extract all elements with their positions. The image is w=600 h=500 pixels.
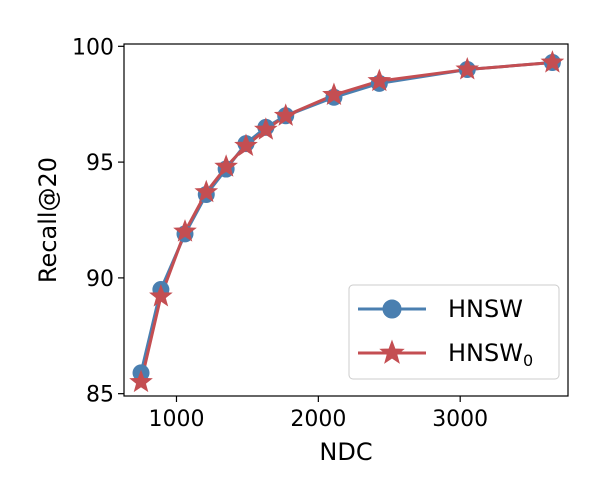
series-line-1	[139, 61, 553, 383]
y-axis-ticks: 85 90 95 100	[72, 35, 124, 408]
series-lines	[139, 61, 553, 383]
legend-label-hnsw: HNSW	[448, 295, 523, 323]
data-point-star	[540, 50, 565, 73]
series-markers	[129, 50, 565, 393]
y-tick-label: 100	[72, 35, 114, 60]
legend: HNSW HNSW0	[348, 284, 560, 380]
data-point-star	[254, 117, 278, 140]
legend-marker-hnsw0	[379, 339, 405, 364]
data-point-star	[234, 133, 258, 156]
data-point-star	[149, 283, 173, 307]
data-point-star	[367, 68, 392, 92]
x-axis-ticks: 1000 2000 3000	[148, 396, 488, 432]
data-point-star	[214, 154, 238, 177]
data-point-star	[322, 82, 346, 106]
legend-marker-hnsw	[382, 299, 402, 319]
legend-label-hnsw0-subscript: 0	[523, 351, 533, 370]
data-point-star	[129, 369, 153, 393]
data-point-star	[455, 57, 480, 80]
y-tick-label: 85	[86, 383, 114, 408]
x-axis-label: NDC	[319, 438, 372, 466]
y-tick-label: 90	[86, 267, 114, 292]
y-tick-label: 95	[86, 151, 114, 176]
x-tick-label: 2000	[290, 407, 346, 432]
x-tick-label: 3000	[432, 407, 488, 432]
x-tick-label: 1000	[148, 407, 204, 432]
data-point-star	[194, 179, 219, 203]
data-point-star	[273, 103, 298, 126]
legend-label-hnsw0: HNSW0	[448, 339, 533, 370]
y-axis-label: Recall@20	[34, 157, 62, 283]
legend-label-hnsw0-base: HNSW	[448, 339, 523, 367]
data-point-star	[173, 219, 197, 242]
